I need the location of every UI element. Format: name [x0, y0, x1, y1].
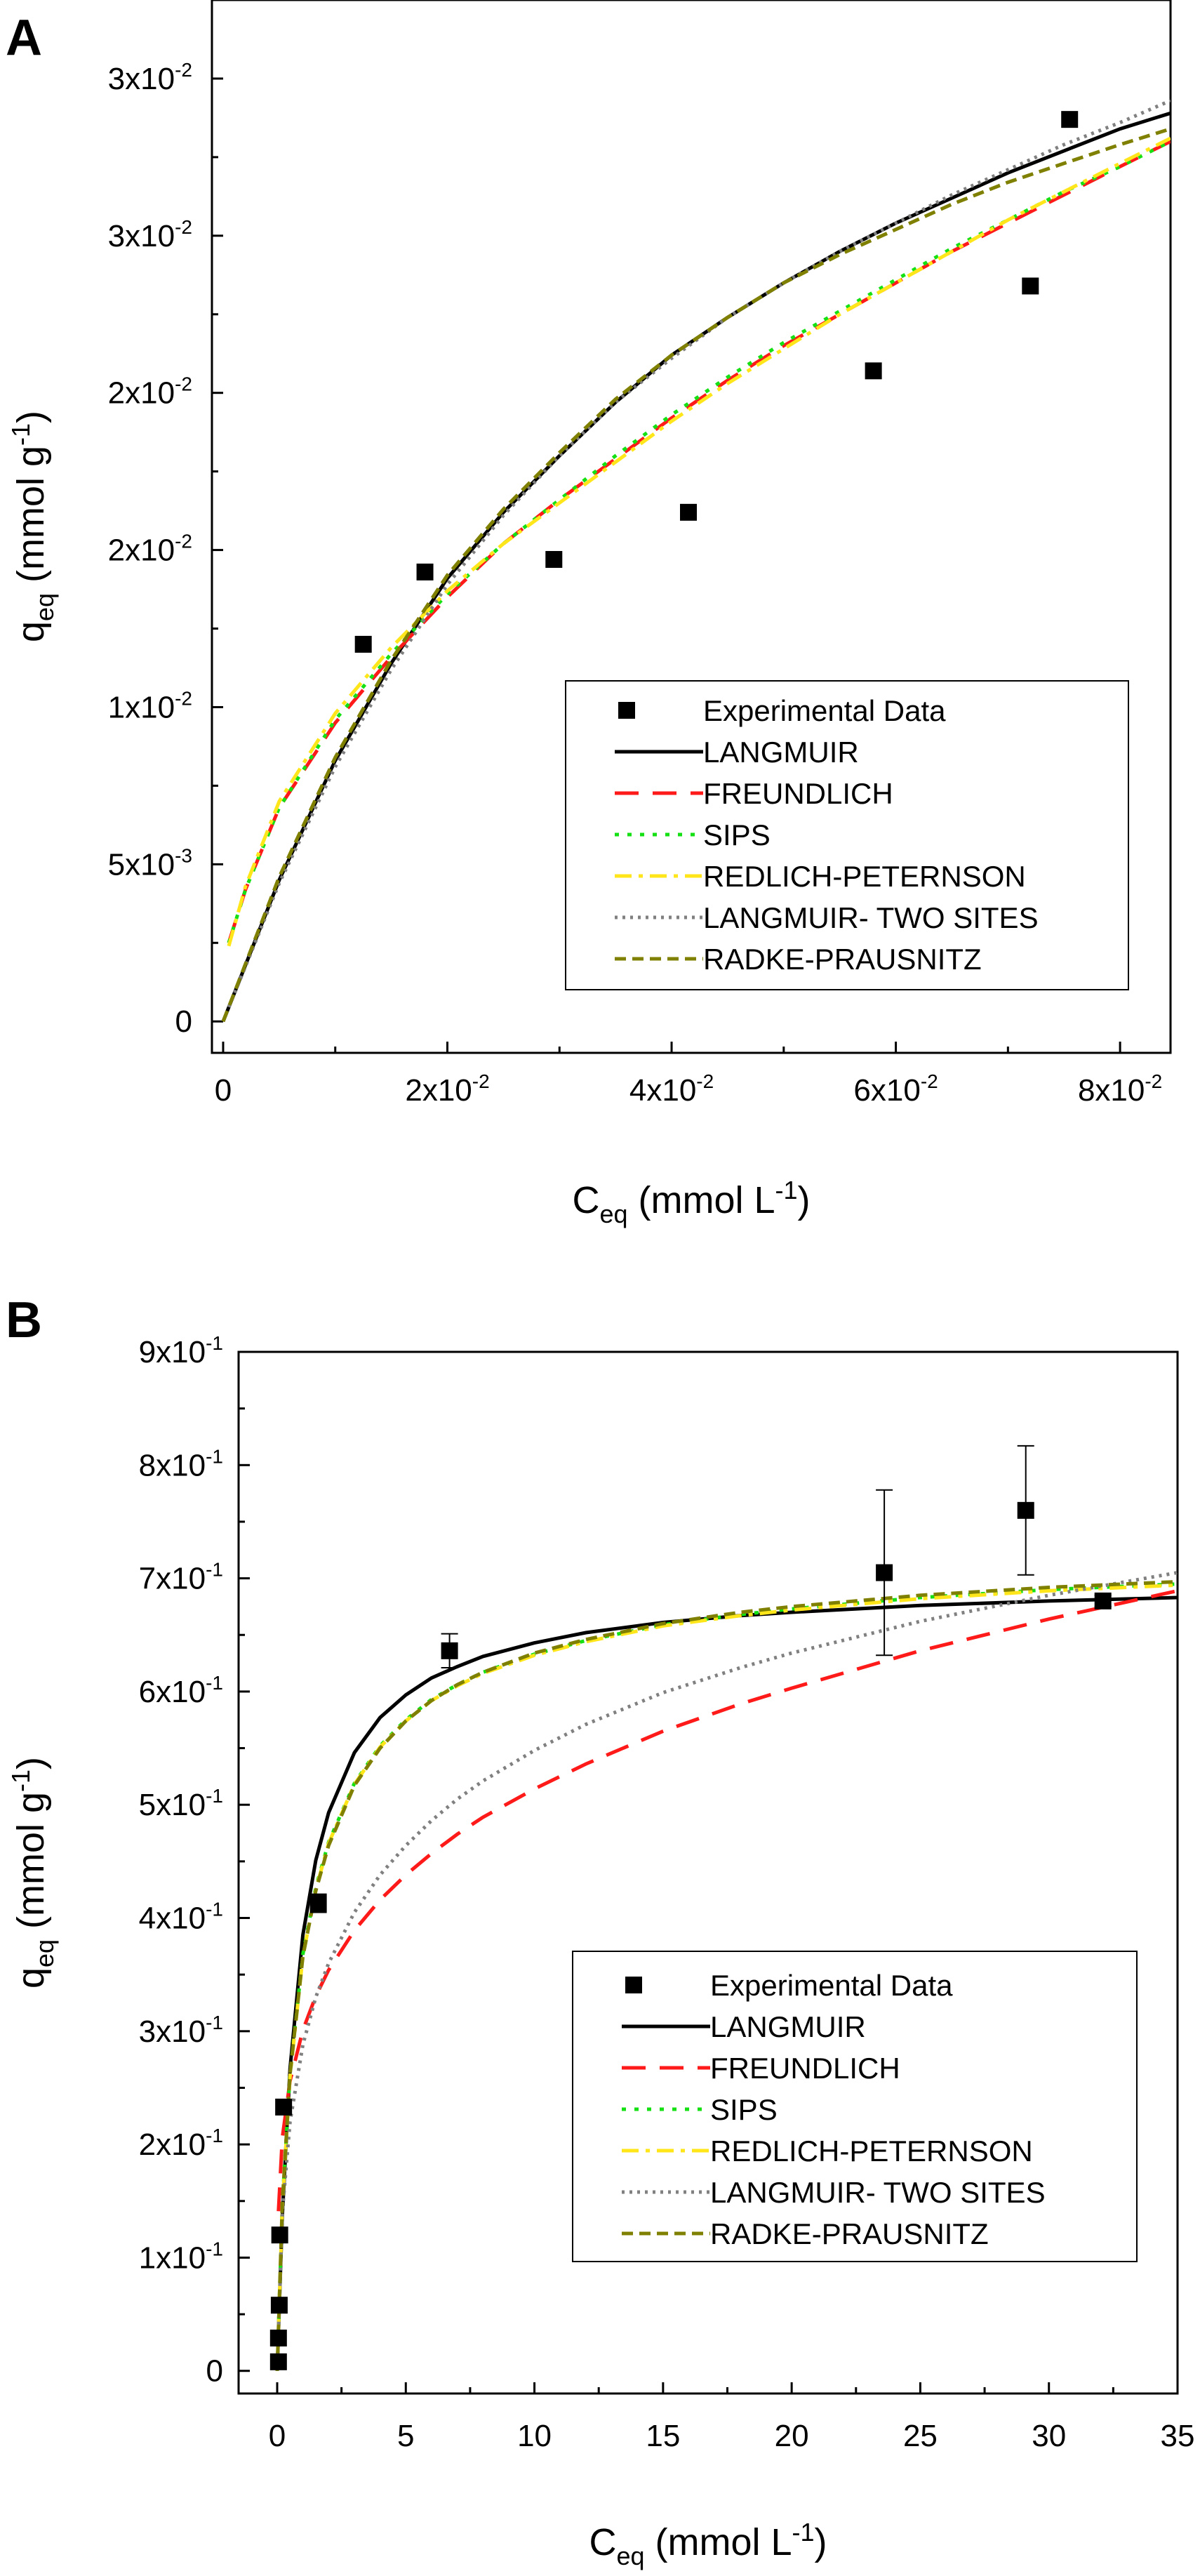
- data-point: [1061, 111, 1079, 128]
- legend-label: REDLICH-PETERNSON: [703, 860, 1026, 893]
- y-tick-label: 2x10-2: [108, 531, 192, 568]
- legend-label: RADKE-PRAUSNITZ: [710, 2217, 989, 2250]
- y-tick-label: 0: [206, 2354, 223, 2389]
- data-point: [354, 635, 372, 653]
- x-tick-label: 4x10-2: [629, 1070, 714, 1108]
- y-tick-label: 5x10-3: [108, 844, 192, 882]
- data-point: [275, 2098, 293, 2116]
- legend-label: REDLICH-PETERNSON: [710, 2135, 1033, 2167]
- data-point: [269, 2353, 287, 2370]
- legend-box: [565, 680, 1129, 990]
- y-tick-label: 4x10-1: [139, 1899, 223, 1936]
- legend: Experimental Data LANGMUIR FREUNDLICH SIPS R…: [565, 680, 1129, 990]
- legend-label: RADKE-PRAUSNITZ: [703, 943, 982, 976]
- y-axis-title: qeq (mmol g-1): [6, 411, 59, 642]
- x-tick-label: 8x10-2: [1078, 1070, 1162, 1108]
- x-axis-title: Ceq (mmol L-1): [589, 2518, 827, 2570]
- y-tick-label: 3x10-1: [139, 2012, 223, 2049]
- data-point: [270, 2297, 288, 2314]
- y-tick-label: 8x10-1: [139, 1445, 223, 1482]
- y-tick-label: 9x10-1: [139, 1332, 223, 1369]
- plot-frame: [211, 0, 1172, 1054]
- legend-label: LANGMUIR- TWO SITES: [703, 901, 1039, 934]
- x-tick-label: 20: [775, 2419, 809, 2453]
- legend-label: LANGMUIR: [703, 736, 859, 769]
- legend-label: LANGMUIR: [710, 2010, 866, 2043]
- series-line-freundlich: [276, 1588, 1178, 2212]
- plot-area: [221, 99, 1171, 1023]
- y-tick-label: 6x10-1: [139, 1672, 223, 1709]
- x-tick-label: 25: [903, 2419, 938, 2453]
- x-tick-label: 15: [646, 2419, 680, 2453]
- y-tick-label: 3x10-2: [108, 59, 192, 96]
- x-axis-title: Ceq (mmol L-1): [572, 1176, 810, 1228]
- data-point: [269, 2329, 287, 2346]
- series-line-freundlich: [227, 140, 1171, 944]
- chart-panel-b: B 0 5 10 15 20 25 30 35 0 1x10-1 2x10-1 3x10-1 4x10-1…: [6, 1292, 1194, 2570]
- data-point: [680, 503, 698, 521]
- series-line-langmuir: [275, 1595, 1178, 2371]
- panel-letter: B: [6, 1292, 42, 1348]
- legend-label: SIPS: [710, 2093, 778, 2126]
- x-tick-label: 30: [1032, 2419, 1066, 2453]
- data-point: [876, 1564, 893, 1581]
- data-point: [545, 551, 563, 569]
- y-tick-label: 2x10-1: [139, 2125, 223, 2162]
- data-point: [1094, 1592, 1112, 1609]
- x-tick-label: 2x10-2: [405, 1070, 489, 1108]
- y-tick-label: 5x10-1: [139, 1785, 223, 1822]
- y-axis-title: qeq (mmol g-1): [6, 1757, 59, 1989]
- legend: Experimental Data LANGMUIR FREUNDLICH SIPS R…: [572, 1951, 1138, 2262]
- chart-panel-a: A 0 2x10-2 4x10-2 6x10-2 8x10-2 0 5x10-3 1x10-2 2…: [6, 0, 1172, 1228]
- series-line-redlich-peternson: [227, 136, 1171, 947]
- data-point: [1017, 1501, 1034, 1519]
- y-tick-label: 2x10-2: [108, 373, 192, 411]
- legend-swatch-marker: [625, 1977, 642, 1993]
- series-line-langmuir-two-sites: [275, 1571, 1178, 2371]
- legend-swatch-marker: [618, 702, 635, 719]
- legend-label: Experimental Data: [710, 1969, 953, 2002]
- data-point: [416, 563, 434, 580]
- series-line-langmuir-two-sites: [221, 99, 1171, 1023]
- data-point: [309, 1894, 327, 1912]
- x-tick-label: 10: [517, 2419, 552, 2453]
- y-tick-label: 3x10-2: [108, 216, 192, 253]
- x-tick-label: 35: [1161, 2419, 1195, 2453]
- x-tick-label: 6x10-2: [853, 1070, 938, 1108]
- data-point: [1022, 277, 1039, 295]
- y-tick-label: 7x10-1: [139, 1559, 223, 1596]
- legend-label: SIPS: [703, 818, 771, 851]
- data-point: [865, 362, 882, 380]
- y-tick-label: 0: [175, 1004, 192, 1039]
- legend-label: LANGMUIR- TWO SITES: [710, 2176, 1046, 2209]
- plot-area: [269, 1445, 1178, 2371]
- y-tick-label: 1x10-2: [108, 687, 192, 724]
- plot-frame: [237, 1350, 1179, 2395]
- panel-letter: A: [6, 10, 42, 66]
- series-line-sips: [275, 1582, 1178, 2371]
- series-line-radke-prausnitz: [221, 127, 1171, 1023]
- data-point: [441, 1642, 458, 1659]
- legend-label: FREUNDLICH: [703, 777, 893, 810]
- data-point: [271, 2226, 288, 2244]
- legend-box: [572, 1951, 1138, 2262]
- series-line-radke-prausnitz: [275, 1579, 1178, 2371]
- x-tick-label: 0: [215, 1073, 232, 1108]
- legend-label: FREUNDLICH: [710, 2052, 900, 2085]
- y-tick-label: 1x10-1: [139, 2238, 223, 2275]
- x-tick-label: 0: [269, 2419, 286, 2453]
- legend-label: Experimental Data: [703, 694, 946, 727]
- x-tick-label: 5: [397, 2419, 414, 2453]
